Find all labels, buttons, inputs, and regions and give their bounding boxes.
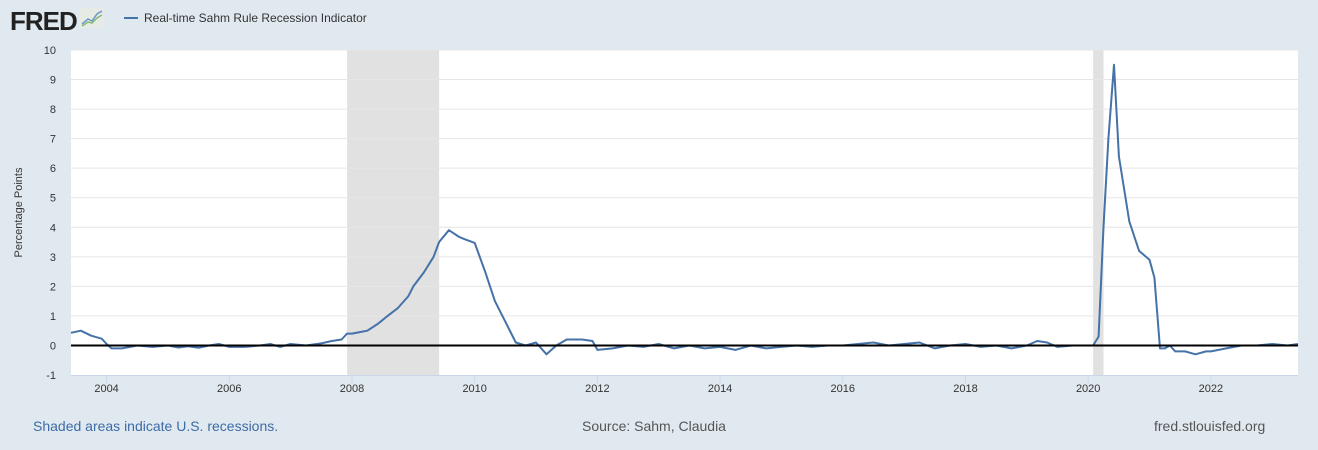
y-tick-label: 2 — [50, 281, 56, 293]
chart-legend[interactable]: Real-time Sahm Rule Recession Indicator — [124, 11, 367, 25]
source-label: Source: Sahm, Claudia — [582, 418, 726, 434]
fred-logo[interactable]: FRED — [10, 5, 104, 36]
y-tick-label: -1 — [46, 370, 56, 382]
y-axis-label: Percentage Points — [13, 167, 25, 257]
y-tick-label: 5 — [50, 193, 56, 205]
y-tick-label: 1 — [50, 311, 56, 323]
x-tick-label: 2010 — [462, 383, 486, 395]
x-tick-label: 2006 — [217, 383, 241, 395]
site-link[interactable]: fred.stlouisfed.org — [1154, 418, 1266, 434]
x-tick-label: 2014 — [708, 383, 732, 395]
y-tick-label: 6 — [50, 163, 56, 175]
x-tick-label: 2016 — [831, 383, 855, 395]
x-tick-label: 2018 — [953, 383, 977, 395]
y-tick-label: 8 — [50, 104, 56, 116]
y-tick-label: 0 — [50, 340, 56, 352]
legend-label: Real-time Sahm Rule Recession Indicator — [144, 11, 367, 25]
legend-swatch — [124, 17, 138, 19]
x-tick-label: 2012 — [585, 383, 609, 395]
y-tick-label: 10 — [44, 45, 56, 57]
x-tick-label: 2004 — [94, 383, 118, 395]
y-tick-label: 4 — [50, 222, 56, 234]
x-tick-label: 2020 — [1076, 383, 1100, 395]
recession-shade — [347, 50, 440, 375]
x-tick-label: 2008 — [340, 383, 364, 395]
logo-text: FRED — [10, 5, 78, 36]
x-tick-label: 2022 — [1199, 383, 1223, 395]
plot-area — [71, 50, 1298, 375]
recession-shade — [1093, 50, 1104, 375]
y-tick-label: 7 — [50, 134, 56, 146]
y-tick-label: 9 — [50, 75, 56, 87]
y-tick-label: 3 — [50, 252, 56, 264]
chart-line-icon — [79, 8, 104, 33]
line-chart: -1 0 1 2 3 4 5 6 7 8 9 10 2004 2006 2008 2010 2012 2014 20… — [13, 45, 1299, 395]
recession-note: Shaded areas indicate U.S. recessions. — [33, 418, 279, 434]
